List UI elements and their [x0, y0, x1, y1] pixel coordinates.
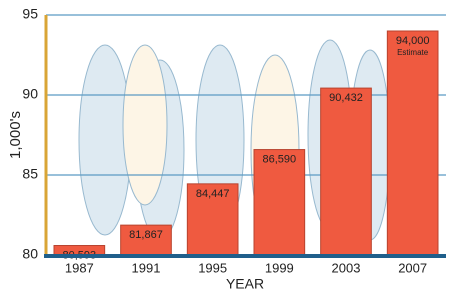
x-tick-label: 1999: [265, 260, 294, 275]
y-tick-label: 85: [22, 166, 38, 182]
x-tick-label: 1995: [198, 260, 227, 275]
annotation: Estimate: [397, 48, 429, 57]
x-tick-label: 1987: [65, 260, 94, 275]
data-label: 81,867: [129, 229, 163, 241]
bar: [387, 31, 438, 255]
y-tick-label: 90: [22, 86, 38, 102]
x-axis-label: YEAR: [226, 276, 264, 292]
data-label: 86,590: [263, 153, 297, 165]
data-label: 90,432: [329, 92, 363, 104]
bar: [321, 88, 372, 255]
x-tick-label: 2007: [398, 260, 427, 275]
data-label: 94,000: [396, 35, 430, 47]
y-tick-label: 80: [22, 246, 38, 262]
x-tick-label: 2003: [332, 260, 361, 275]
data-label: 84,447: [196, 188, 230, 200]
y-axis-label: 1,000's: [7, 111, 24, 159]
x-tick-label: 1991: [132, 260, 161, 275]
chart: 1,000's YEAR 80859095198780,593199181,86…: [0, 0, 450, 295]
y-tick-label: 95: [22, 6, 38, 22]
